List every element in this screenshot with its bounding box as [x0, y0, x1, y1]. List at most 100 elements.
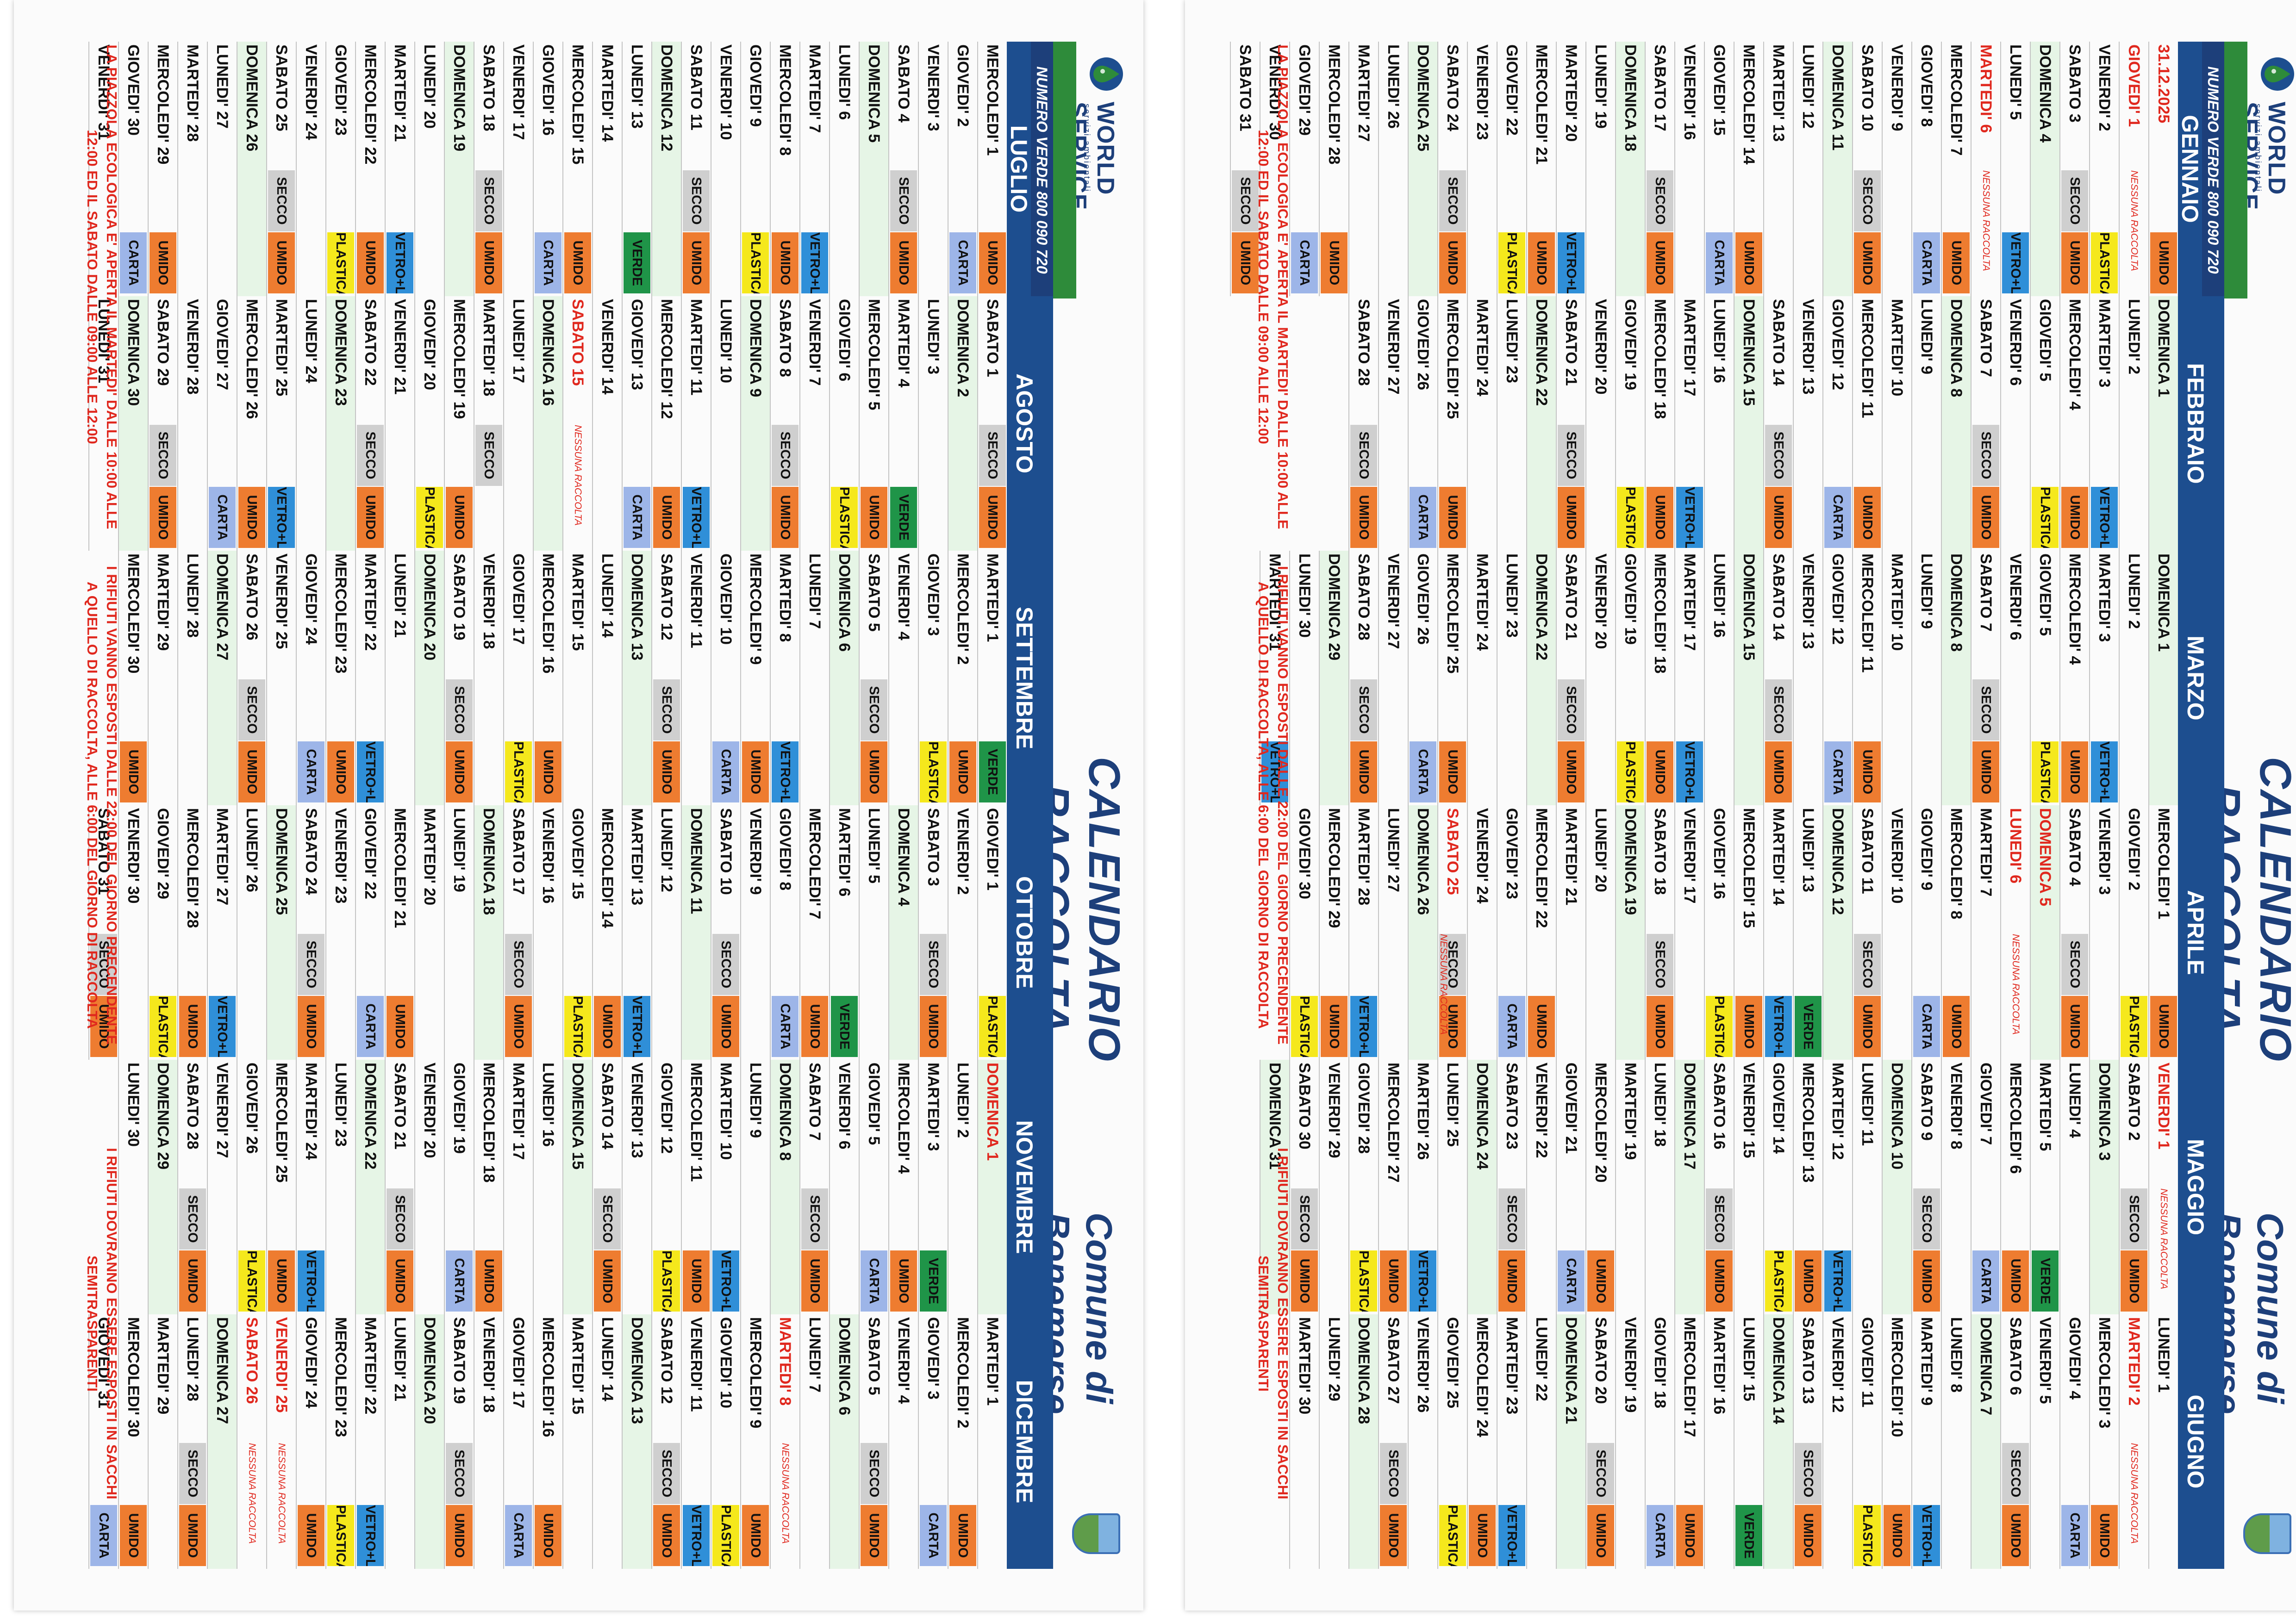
collection-tag-secco: SECCO [179, 1188, 206, 1250]
day-row: MERCOLEDI' 15 UMIDO [562, 42, 592, 296]
day-label: MARTEDI' 24 [1473, 553, 1491, 651]
day-label: SABATO 7 [806, 1063, 824, 1141]
day-label: GIOVEDI' 16 [539, 44, 557, 136]
brand-green-band [1053, 42, 1076, 298]
day-label: MARTEDI' 21 [1562, 808, 1580, 906]
collection-tag-umido: UMIDO [1587, 1505, 1614, 1566]
day-row: LUNEDI' 15 VERDE [1734, 1314, 1763, 1569]
collection-tag-carta: CARTA [1706, 232, 1733, 293]
day-row: DOMENICA 22 [355, 1060, 385, 1314]
day-label: MERCOLEDI' 29 [1325, 808, 1343, 928]
day-label: MERCOLEDI' 8 [1947, 808, 1965, 920]
day-label: GIOVEDI' 3 [924, 553, 942, 636]
day-label: SABATO 10 [717, 808, 735, 895]
globe-drop-icon [1090, 57, 1123, 91]
day-label: MERCOLEDI' 13 [1799, 1063, 1817, 1183]
day-label: SABATO 5 [865, 553, 883, 632]
day-row: MERCOLEDI' 12 UMIDO [651, 296, 681, 551]
day-label: LUNEDI' 6 [836, 44, 853, 120]
day-row: SABATO 27 SECCO UMIDO [1378, 1314, 1408, 1569]
day-label: DOMENICA 28 [1355, 1317, 1373, 1424]
day-row: MERCOLEDI' 18 UMIDO [1645, 551, 1674, 805]
day-label: SABATO 23 [1503, 1063, 1521, 1150]
day-label: VENERDI' 6 [2007, 553, 2024, 640]
collection-tag-plastica: PLASTICA [653, 1250, 680, 1312]
day-label: 31.12.2025 [2155, 44, 2172, 124]
day-label: DOMENICA 29 [1325, 553, 1343, 661]
collection-tag-carta: CARTA [209, 487, 236, 548]
collection-tag-umido: UMIDO [1972, 487, 1999, 548]
day-label: LUNEDI' 29 [1325, 1317, 1343, 1401]
day-row: MARTEDI' 1 VERDE [977, 551, 1007, 805]
collection-tag-plastica: PLASTICA [1617, 487, 1644, 548]
day-label: SABATO 22 [362, 299, 379, 386]
day-label: GIOVEDI' 5 [2036, 553, 2054, 636]
day-label: SABATO 3 [924, 808, 942, 886]
day-label: SABATO 28 [184, 1063, 201, 1150]
day-label: DOMENICA 30 [125, 299, 142, 406]
day-row: GIOVEDI' 19 PLASTICA [1615, 296, 1645, 551]
day-label: LUNEDI' 12 [658, 808, 675, 892]
day-label: DOMENICA 19 [450, 44, 468, 152]
day-label: GIOVEDI' 10 [717, 1317, 735, 1409]
day-row: VENERDI' 13 [1793, 551, 1822, 805]
collection-tag-carta: CARTA [1410, 741, 1436, 802]
day-row: LUNEDI' 23 [1497, 296, 1526, 551]
day-label: DOMENICA 5 [2036, 808, 2054, 907]
day-row: VENERDI' 25 NESSUNA RACCOLTA [266, 1314, 296, 1569]
brand-green-band [2224, 42, 2247, 298]
day-row: MARTEDI' 10 VETRO+LAT [711, 1060, 740, 1314]
day-row: VENERDI' 28 [177, 296, 207, 551]
day-row: VENERDI' 4 [888, 1314, 918, 1569]
collection-tag-vetro-lat: VETRO+LAT [712, 1250, 739, 1312]
day-label: MERCOLEDI' 4 [2066, 553, 2084, 665]
day-row: MERCOLEDI' 15 UMIDO [1734, 805, 1763, 1060]
collection-tag-umido: UMIDO [861, 487, 887, 548]
day-row: MARTEDI' 5 VERDE [2030, 1060, 2059, 1314]
day-label: DOMENICA 9 [747, 299, 764, 398]
day-label: LUNEDI' 27 [213, 44, 231, 129]
month-column: DICEMBRE MARTEDI' 1 MERCOLEDI' 2 UMIDO GIOVE… [88, 1314, 1053, 1569]
day-row: SABATO 9 SECCO UMIDO [1911, 1060, 1941, 1314]
day-label: DOMENICA 3 [2096, 1063, 2113, 1161]
collection-tag-plastica: PLASTICA [712, 1505, 739, 1566]
day-label: VENERDI' 27 [1385, 553, 1402, 649]
month-header: APRILE [2178, 805, 2224, 1060]
day-row: GIOVEDI' 23 CARTA [1497, 805, 1526, 1060]
day-row: VENERDI' 7 [799, 296, 829, 551]
day-label: GIOVEDI' 2 [2125, 808, 2143, 891]
month-header: AGOSTO [1007, 296, 1053, 551]
day-row: MARTEDI' 24 VETRO+LAT [296, 1060, 325, 1314]
day-row: MARTEDI' 27 VETRO+LAT [207, 805, 237, 1060]
collection-tag-verde: VERDE [890, 487, 917, 548]
collection-tag-carta: CARTA [1498, 996, 1525, 1057]
day-row: SABATO 19 SECCO UMIDO [444, 551, 474, 805]
day-label: MERCOLEDI' 24 [1473, 1317, 1491, 1437]
day-label: LUNEDI' 1 [2155, 1317, 2172, 1393]
day-label: SABATO 29 [154, 299, 172, 386]
collection-tag-umido: UMIDO [979, 487, 1006, 548]
day-label: SABATO 5 [865, 1317, 883, 1395]
day-label: GIOVEDI' 12 [1829, 299, 1847, 391]
day-row: DOMENICA 16 [533, 296, 562, 551]
day-label: DOMENICA 20 [421, 553, 438, 661]
day-row: SABATO 21 SECCO UMIDO [1556, 551, 1585, 805]
day-row: SABATO 2 SECCO UMIDO [2119, 1060, 2148, 1314]
day-label: MARTEDI' 23 [1503, 1317, 1521, 1415]
collection-tag-verde: VERDE [1795, 996, 1822, 1057]
day-label: VENERDI' 10 [717, 44, 735, 140]
day-label: VENERDI' 20 [1592, 553, 1610, 649]
collection-tag-vetro-lat: VETRO+LAT [1676, 487, 1703, 548]
brand-header: WORLD SERVICE servizi ambientali [2194, 42, 2296, 301]
day-label: VENERDI' 2 [954, 808, 972, 895]
day-label: GIOVEDI' 11 [1859, 1317, 1876, 1408]
day-row: VENERDI' 27 [1378, 296, 1408, 551]
day-label: MERCOLEDI' 9 [747, 553, 764, 665]
day-row: MERCOLEDI' 14 UMIDO [1734, 42, 1763, 296]
day-row: SABATO 19 SECCO UMIDO [444, 1314, 474, 1569]
day-row: SABATO 12 SECCO UMIDO [651, 1314, 681, 1569]
day-row: LUNEDI' 13 VERDE [622, 42, 651, 296]
day-label: MERCOLEDI' 1 [2155, 808, 2172, 920]
collection-tag-plastica: PLASTICA [1439, 1505, 1466, 1566]
collection-tag-umido: UMIDO [357, 232, 384, 293]
